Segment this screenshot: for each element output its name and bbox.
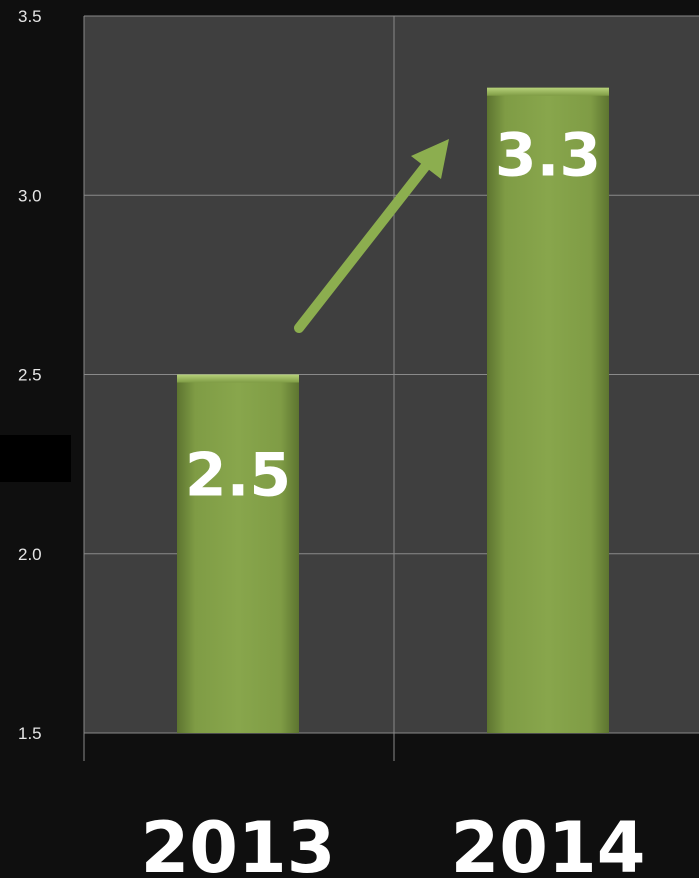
bar bbox=[177, 374, 299, 733]
data-label: 2.5 bbox=[185, 441, 291, 511]
bar-2014: 3.3 bbox=[487, 87, 609, 733]
category-label: 2013 bbox=[141, 807, 336, 878]
y-tick-label: 3.5 bbox=[18, 7, 42, 26]
legend-swatch-black bbox=[0, 435, 71, 482]
y-tick-label: 2.5 bbox=[18, 366, 42, 385]
bar-2013: 2.5 bbox=[177, 374, 299, 733]
data-label: 3.3 bbox=[495, 121, 601, 191]
trend-arrow-head bbox=[411, 139, 449, 179]
y-tick-label: 1.5 bbox=[18, 724, 42, 743]
category-label: 2014 bbox=[451, 807, 646, 878]
y-tick-label: 2.0 bbox=[18, 545, 42, 564]
trend-arrow bbox=[294, 139, 449, 333]
category-labels: 2013 2014 bbox=[141, 807, 646, 878]
trend-arrow-shaft bbox=[294, 158, 433, 333]
bar bbox=[487, 87, 609, 733]
y-axis-ticks: 1.5 2.0 2.5 3.0 3.5 bbox=[18, 7, 42, 743]
bars: 2.5 3.3 bbox=[177, 87, 609, 733]
y-tick-label: 3.0 bbox=[18, 186, 42, 205]
bar-cap bbox=[177, 374, 299, 383]
bar-cap bbox=[487, 87, 609, 96]
